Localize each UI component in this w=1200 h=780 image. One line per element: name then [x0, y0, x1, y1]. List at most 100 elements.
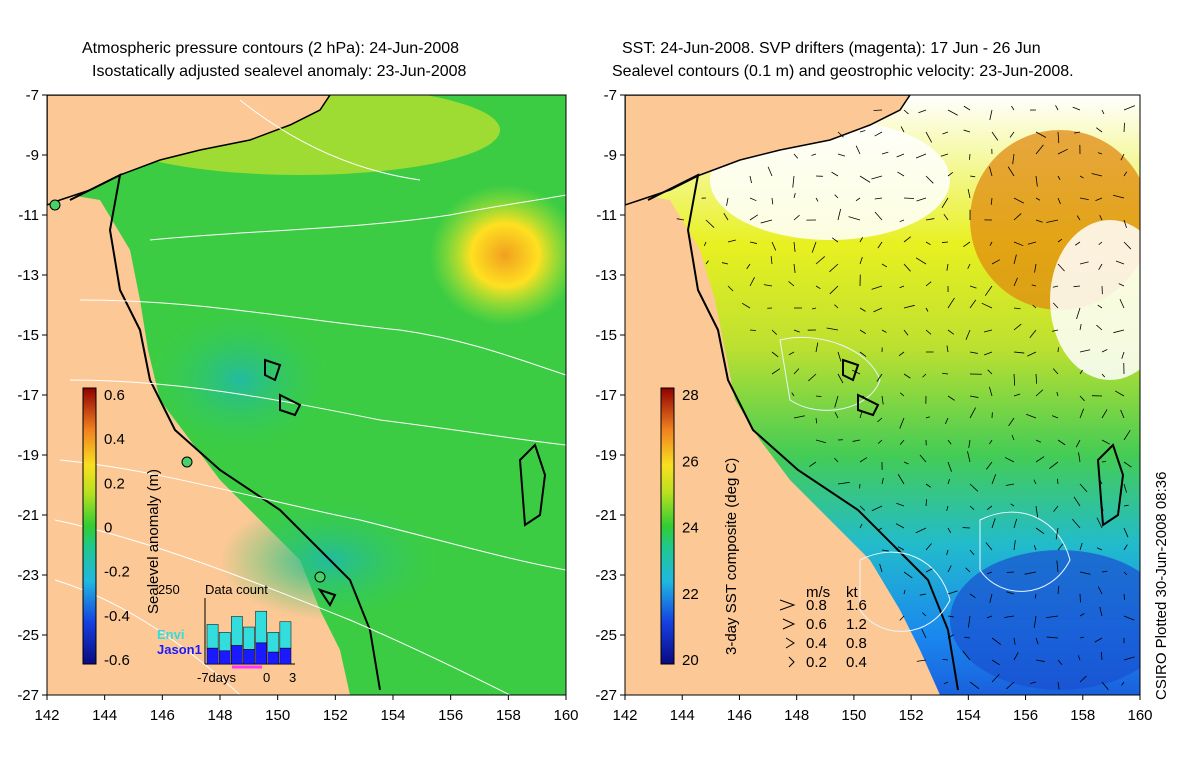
velocity-arrow [1099, 606, 1103, 617]
right-x-tick-label: 150 [841, 707, 866, 724]
velocity-arrow [899, 219, 905, 223]
velocity-legend: m/s kt 0.8 1.6 0.6 1.2 0.4 0.8 0.2 0.4 [779, 584, 867, 671]
left-colorbar-tick: 0 [104, 520, 112, 537]
velocity-arrow [916, 659, 927, 662]
velocity-arrow [811, 241, 817, 253]
velocity-arrow [1005, 483, 1015, 486]
velocity-arrow [1094, 637, 1103, 643]
velocity-arrow [915, 153, 927, 159]
velocity-arrow [1006, 571, 1015, 573]
velocity-arrow [859, 457, 868, 463]
velocity-arrow [947, 565, 952, 573]
velocity-arrow [991, 474, 997, 485]
velocity-arrow [1013, 393, 1021, 397]
inset-bar-envi [231, 616, 243, 646]
velocity-arrow [900, 126, 905, 133]
velocity-arrow [903, 304, 915, 309]
right-y-tick-label: -23 [595, 567, 617, 584]
velocity-arrow [968, 439, 971, 448]
velocity-arrow [947, 109, 958, 116]
velocity-arrow [969, 153, 971, 160]
inset-bar-jason1 [255, 642, 267, 665]
velocity-arrow [941, 241, 949, 243]
velocity-arrow [1035, 389, 1044, 397]
velocity-arrow [859, 130, 866, 133]
right-y-tick-label: -15 [595, 327, 617, 344]
velocity-arrow [899, 417, 905, 429]
velocity-arrow [986, 571, 993, 575]
velocity-arrow [877, 417, 883, 423]
inset-bar-envi [279, 621, 292, 649]
velocity-arrow [1123, 483, 1127, 493]
velocity-arrow [859, 411, 863, 419]
velocity-arrow [984, 285, 993, 296]
velocity-arrow [981, 302, 993, 309]
velocity-arrow [1057, 131, 1060, 144]
velocity-arrow [1101, 461, 1107, 463]
velocity-arrow [989, 439, 993, 445]
velocity-legend-ms: 0.4 [806, 635, 827, 652]
velocity-arrow [1010, 503, 1015, 507]
velocity-arrow [771, 197, 774, 205]
velocity-arrow [1011, 434, 1015, 441]
velocity-arrow [881, 151, 889, 155]
velocity-arrow [897, 474, 905, 485]
inset-xlabel-end: 3 [289, 670, 296, 685]
velocity-arrow [925, 131, 933, 143]
velocity-arrow [705, 260, 709, 265]
velocity-legend-ms: 0.6 [806, 616, 827, 633]
velocity-arrow [793, 329, 800, 333]
velocity-arrow [1013, 540, 1016, 551]
velocity-arrow [1079, 197, 1089, 201]
velocity-arrow [1033, 479, 1037, 485]
right-colorbar-label: 3-day SST composite (deg C) [723, 458, 740, 655]
velocity-arrow [1072, 106, 1081, 111]
velocity-arrow [1013, 351, 1025, 354]
velocity-arrow [943, 681, 949, 685]
velocity-arrow [1123, 571, 1128, 576]
velocity-arrow [991, 659, 1000, 666]
velocity-arrow [1057, 238, 1063, 243]
velocity-arrow [1078, 452, 1081, 463]
velocity-arrow [1098, 263, 1103, 270]
velocity-arrow [879, 563, 883, 573]
velocity-arrow [837, 481, 850, 485]
velocity-arrow [1118, 283, 1125, 287]
velocity-legend-kt: 0.8 [846, 635, 867, 652]
velocity-arrow [947, 171, 954, 177]
velocity-legend-kt: 1.6 [846, 597, 867, 614]
velocity-arrow [969, 285, 977, 289]
left-anomaly-low [150, 310, 330, 450]
velocity-arrow [1013, 241, 1024, 247]
velocity-arrow [985, 542, 993, 551]
velocity-arrow [793, 241, 796, 252]
velocity-arrow [1096, 127, 1103, 133]
velocity-arrow [969, 299, 977, 309]
velocity-arrow [946, 345, 949, 353]
velocity-arrow [788, 351, 795, 356]
left-colorbar-tick: 0.4 [104, 431, 125, 448]
velocity-arrow [1013, 373, 1016, 386]
velocity-arrow [877, 527, 883, 531]
velocity-arrow [942, 659, 949, 661]
velocity-arrow [1053, 505, 1059, 512]
velocity-arrow [771, 351, 779, 358]
velocity-arrow [727, 285, 734, 292]
right-title-line1: SST: 24-Jun-2008. SVP drifters (magenta)… [622, 40, 1041, 57]
velocity-arrow [903, 589, 906, 595]
velocity-arrow [837, 208, 842, 221]
right-sealevel-contours [779, 336, 1071, 632]
right-y-tick-label: -13 [595, 267, 617, 284]
velocity-arrow [967, 451, 971, 463]
velocity-arrow [793, 415, 806, 419]
velocity-arrow [1013, 518, 1018, 529]
velocity-arrow [925, 307, 929, 312]
velocity-arrow [1006, 591, 1015, 595]
right-x-tick-label: 156 [1013, 707, 1038, 724]
inset-xlabel-zero: 0 [263, 670, 270, 685]
velocity-arrow [1057, 148, 1068, 155]
velocity-arrow [983, 351, 993, 356]
velocity-arrow [749, 329, 756, 331]
left-colorbar: 0.6 0.4 0.2 0 -0.2 -0.4 -0.6 Sealevel anomaly … [82, 387, 162, 669]
left-x-tick-label: 142 [34, 707, 59, 724]
